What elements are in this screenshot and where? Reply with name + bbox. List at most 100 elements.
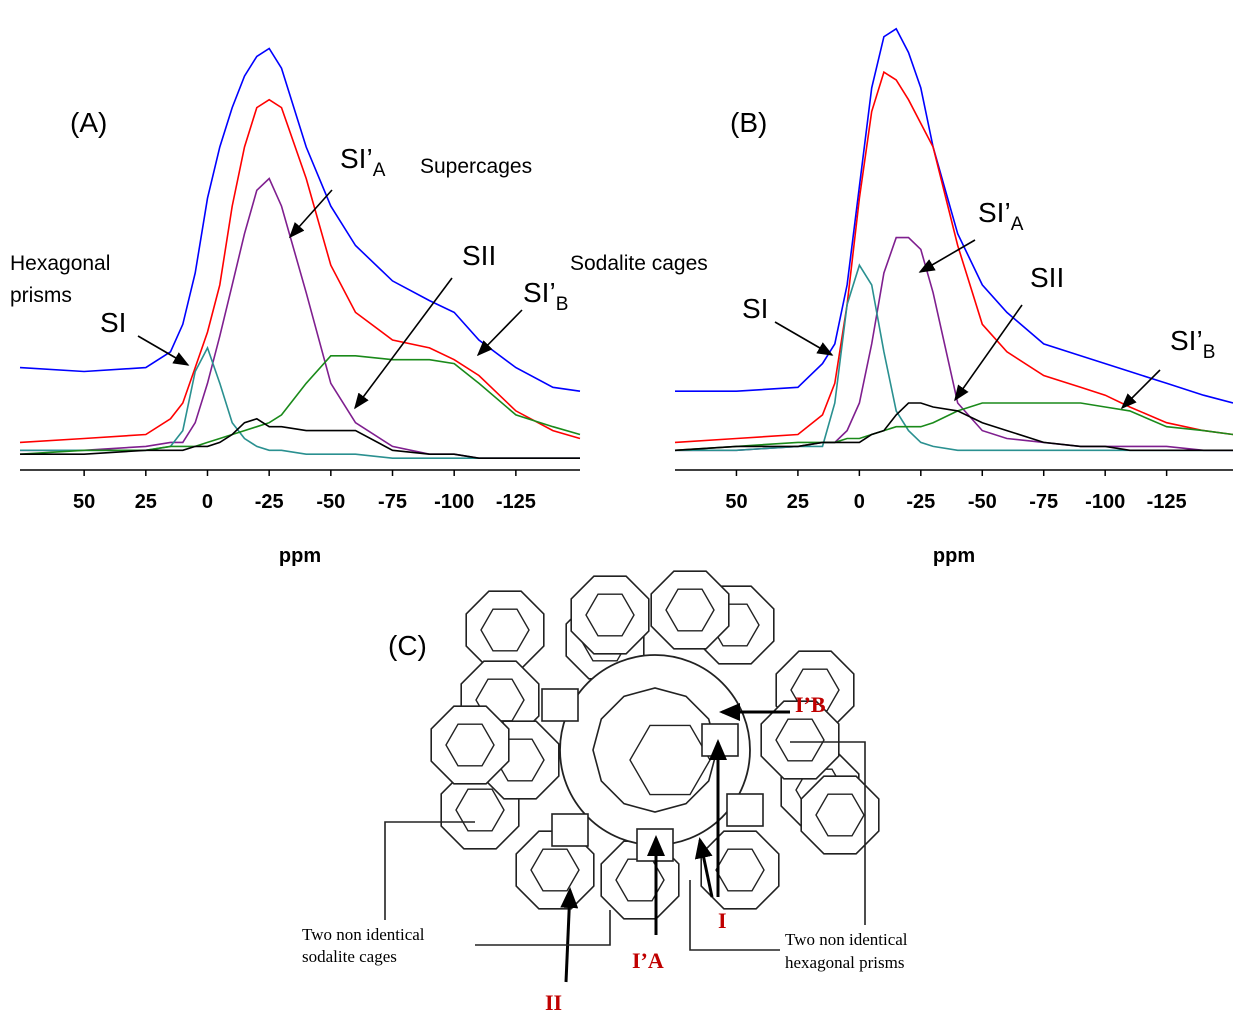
cage-face bbox=[815, 793, 865, 837]
cage-face bbox=[790, 668, 840, 712]
arrow bbox=[774, 321, 834, 356]
x-tick-label: -75 bbox=[1029, 491, 1058, 513]
annotation: prisms bbox=[10, 284, 72, 307]
sodalite-cage bbox=[760, 700, 840, 780]
annotation-sub: A bbox=[1011, 214, 1024, 235]
panel-label: (C) bbox=[388, 630, 427, 661]
spectrum-line bbox=[674, 402, 1233, 452]
panel-c-labels: (C) I’B I’A I II Two non identical sodal… bbox=[302, 630, 908, 1014]
bracket bbox=[384, 821, 475, 920]
zeolite-drawing bbox=[430, 570, 880, 920]
cage-face bbox=[480, 608, 530, 652]
x-tick-label: 25 bbox=[787, 491, 809, 513]
annotation: SII bbox=[1030, 262, 1064, 293]
spectrum-line bbox=[19, 355, 581, 455]
site-label: I’A bbox=[632, 948, 664, 973]
cage-face bbox=[445, 723, 495, 767]
spectrum-line bbox=[20, 345, 580, 459]
arrow bbox=[694, 837, 714, 898]
x-tick-label: 50 bbox=[73, 491, 95, 513]
hexagonal-prism bbox=[726, 793, 764, 827]
caption: Two non identical bbox=[302, 925, 425, 944]
bracket bbox=[689, 880, 780, 951]
hexagonal-prism bbox=[701, 723, 739, 757]
sodalite-cage bbox=[650, 570, 730, 650]
panel-label: (B) bbox=[730, 107, 767, 138]
caption: hexagonal prisms bbox=[785, 953, 904, 972]
annotation-text: SI’ bbox=[523, 277, 556, 308]
annotation: Supercages bbox=[420, 155, 532, 178]
annotation: SI bbox=[742, 293, 768, 324]
ring bbox=[592, 687, 718, 813]
x-axis-label: ppm bbox=[933, 545, 975, 567]
caption: sodalite cages bbox=[302, 947, 397, 966]
annotation-sub: A bbox=[373, 160, 386, 181]
chart-a: 50 25 0 -25 -50 -75 -100 -125 ppm bbox=[19, 47, 581, 567]
spectrum-line bbox=[675, 27, 1233, 404]
spectrum-line bbox=[20, 417, 580, 459]
cage-face bbox=[455, 788, 505, 832]
chart-b: 50 25 0 -25 -50 -75 -100 -125 ppm bbox=[674, 27, 1233, 567]
spectrum-line bbox=[19, 98, 581, 444]
annotation: SI’B bbox=[523, 277, 568, 315]
annotations-a: (A) SI’A Supercages Hexagonal prisms SI … bbox=[10, 107, 708, 410]
sodalite-cage bbox=[800, 775, 880, 855]
sodalite-cage bbox=[430, 705, 510, 785]
arrow bbox=[918, 239, 976, 273]
x-tick-label: -50 bbox=[968, 491, 997, 513]
annotation: SI bbox=[100, 307, 126, 338]
ring bbox=[629, 724, 711, 796]
hexagonal-prism bbox=[541, 688, 579, 722]
annotation: Sodalite cages bbox=[570, 252, 708, 275]
spectrum-line bbox=[674, 70, 1233, 444]
spectrum-line bbox=[675, 263, 1233, 452]
annotation-text: SI’ bbox=[1170, 325, 1203, 356]
annotation: Hexagonal bbox=[10, 252, 110, 275]
cage-face bbox=[665, 588, 715, 632]
annotation: SI’A bbox=[340, 143, 386, 181]
bracket bbox=[790, 741, 866, 925]
x-tick-label: 50 bbox=[725, 491, 747, 513]
sodalite-cage bbox=[700, 830, 780, 910]
x-tick-label: -100 bbox=[434, 491, 474, 513]
arrow bbox=[1120, 369, 1161, 410]
spectrum-line bbox=[19, 47, 581, 392]
cage-face bbox=[775, 718, 825, 762]
x-tick-label: -25 bbox=[255, 491, 284, 513]
arrow bbox=[288, 189, 333, 239]
cage-face bbox=[585, 593, 635, 637]
arrow bbox=[476, 309, 523, 357]
annotations-b: (B) SI’A SI SII SI’B bbox=[730, 107, 1216, 410]
arrow bbox=[137, 335, 190, 366]
annotation-text: SI’ bbox=[340, 143, 373, 174]
x-tick-label: 0 bbox=[202, 491, 213, 513]
panel-label: (A) bbox=[70, 107, 107, 138]
arrow bbox=[354, 277, 453, 410]
sodalite-cage bbox=[465, 590, 545, 670]
x-tick-label: -50 bbox=[316, 491, 345, 513]
x-axis-label: ppm bbox=[279, 545, 321, 567]
annotation: SI’A bbox=[978, 197, 1024, 235]
sodalite-cage bbox=[570, 575, 650, 655]
x-tick-label: -25 bbox=[906, 491, 935, 513]
annotation: SII bbox=[462, 240, 496, 271]
x-tick-label: 25 bbox=[135, 491, 157, 513]
spectrum-line bbox=[675, 236, 1233, 452]
x-tick-label: -100 bbox=[1085, 491, 1125, 513]
x-tick-label: 0 bbox=[854, 491, 865, 513]
site-label: II bbox=[545, 990, 562, 1014]
x-tick-label: -125 bbox=[1147, 491, 1187, 513]
bracket bbox=[475, 910, 611, 946]
annotation-sub: B bbox=[556, 294, 569, 315]
site-label: I’B bbox=[795, 692, 826, 717]
caption: Two non identical bbox=[785, 930, 908, 949]
arrow bbox=[954, 304, 1023, 402]
arrow bbox=[560, 887, 579, 983]
annotation-text: SI’ bbox=[978, 197, 1011, 228]
annotation-sub: B bbox=[1203, 342, 1216, 363]
x-tick-label: -125 bbox=[496, 491, 536, 513]
site-label: I bbox=[718, 908, 727, 933]
cage-face bbox=[715, 848, 765, 892]
x-tick-label: -75 bbox=[378, 491, 407, 513]
